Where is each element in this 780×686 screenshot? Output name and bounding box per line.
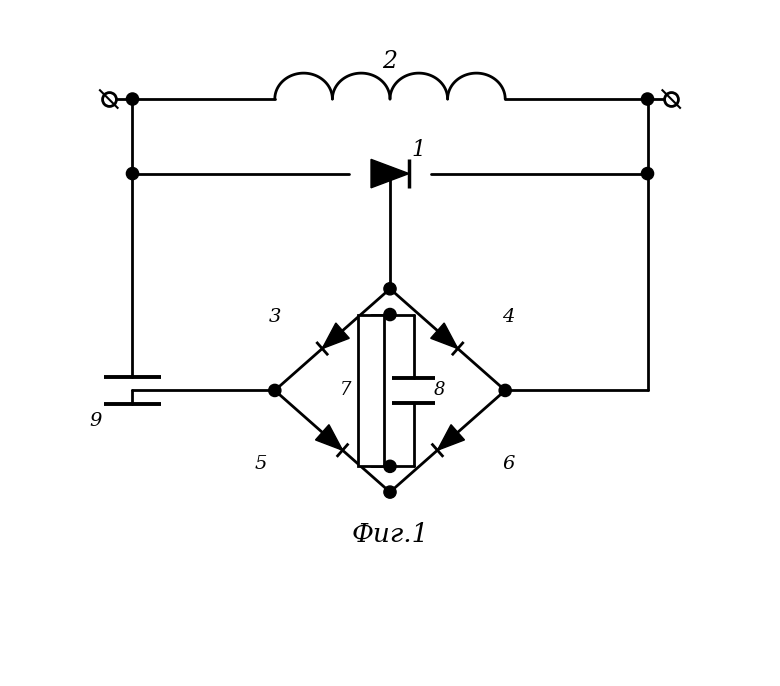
Circle shape (384, 167, 396, 180)
Bar (358, 315, 384, 466)
Polygon shape (322, 323, 349, 348)
Polygon shape (431, 323, 458, 348)
Text: 3: 3 (268, 308, 281, 327)
Circle shape (384, 309, 396, 320)
Circle shape (384, 486, 396, 498)
Text: 5: 5 (255, 455, 268, 473)
Circle shape (384, 460, 396, 473)
Text: 2: 2 (382, 50, 398, 73)
Text: Фиг.1: Фиг.1 (351, 521, 429, 547)
Text: 4: 4 (502, 308, 515, 327)
Circle shape (126, 167, 139, 180)
Text: 6: 6 (502, 455, 515, 473)
Text: 9: 9 (89, 412, 101, 430)
Circle shape (384, 283, 396, 295)
Text: 7: 7 (339, 381, 351, 399)
Text: 1: 1 (411, 139, 426, 161)
Circle shape (499, 384, 512, 397)
Polygon shape (371, 159, 409, 188)
Circle shape (268, 384, 281, 397)
Circle shape (126, 93, 139, 105)
Polygon shape (316, 425, 342, 450)
Text: 8: 8 (434, 381, 445, 399)
Polygon shape (438, 425, 464, 450)
Circle shape (641, 167, 654, 180)
Circle shape (641, 93, 654, 105)
